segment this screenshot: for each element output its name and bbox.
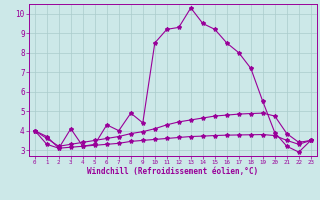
X-axis label: Windchill (Refroidissement éolien,°C): Windchill (Refroidissement éolien,°C): [87, 167, 258, 176]
